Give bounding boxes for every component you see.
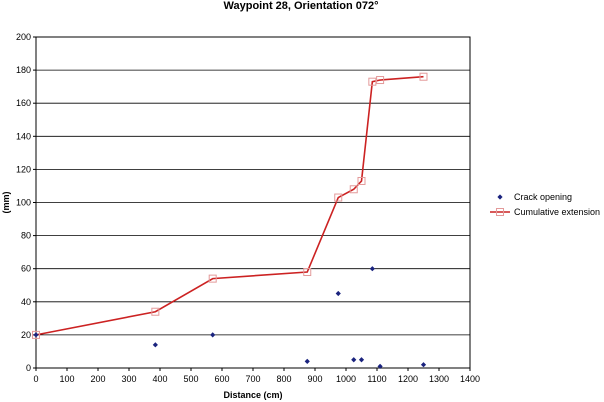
x-tick-label: 600 bbox=[214, 374, 229, 384]
x-tick-label: 0 bbox=[33, 374, 38, 384]
x-tick-label: 1300 bbox=[429, 374, 449, 384]
x-tick-label: 1100 bbox=[367, 374, 386, 384]
y-axis-label: (mm) bbox=[1, 191, 11, 213]
gridlines bbox=[36, 69, 470, 336]
crack-opening-point bbox=[335, 290, 341, 297]
cumulative-extension-point bbox=[357, 176, 366, 185]
cumulative-extension-point bbox=[376, 76, 385, 85]
x-tick-label: 400 bbox=[152, 374, 167, 384]
legend-label: Cumulative extension bbox=[514, 207, 600, 217]
cumulative-extension-point bbox=[349, 185, 358, 194]
x-tick-label: 500 bbox=[183, 374, 198, 384]
y-tick-label: 60 bbox=[21, 264, 31, 274]
crack-opening-point bbox=[304, 358, 310, 364]
x-axis-label: Distance (cm) bbox=[223, 390, 282, 400]
x-tick-label: 700 bbox=[245, 374, 260, 384]
cumulative-extension-point bbox=[208, 274, 217, 283]
crack-opening-point bbox=[358, 357, 365, 363]
crack-opening-point bbox=[210, 332, 216, 338]
x-tick-label: 1400 bbox=[460, 374, 480, 384]
crack-opening-point bbox=[152, 342, 158, 348]
cumulative-extension-point bbox=[303, 268, 312, 277]
y-tick-label: 0 bbox=[26, 363, 31, 373]
y-axis-ticks: 0 20 40 60 80 100 120 140 160 180 200 bbox=[16, 32, 36, 373]
y-tick-label: 100 bbox=[16, 198, 31, 208]
legend-items: Crack opening Cumulative extension bbox=[490, 192, 600, 217]
x-tick-label: 100 bbox=[59, 374, 74, 384]
cumulative-extension-point bbox=[368, 77, 377, 86]
y-tick-label: 140 bbox=[16, 131, 31, 141]
chart-title: Waypoint 28, Orientation 072° bbox=[224, 0, 379, 12]
cumulative-extension-point bbox=[151, 307, 160, 316]
x-tick-label: 800 bbox=[276, 374, 291, 384]
crack-opening-point bbox=[377, 363, 383, 369]
y-tick-label: 180 bbox=[16, 65, 31, 75]
legend-label: Crack opening bbox=[514, 192, 572, 202]
legend: Crack opening Cumulative extension bbox=[487, 187, 601, 221]
cumulative-extension-point bbox=[419, 72, 428, 81]
x-tick-label: 300 bbox=[121, 374, 136, 384]
x-tick-label: 900 bbox=[307, 374, 322, 384]
crack-opening-point bbox=[420, 362, 427, 368]
legend-box bbox=[487, 187, 601, 221]
y-tick-label: 80 bbox=[21, 231, 31, 241]
x-axis-ticks: 0 100 200 300 400 500 600 700 800 900 1000 1100 1200… bbox=[33, 368, 480, 384]
y-tick-label: 160 bbox=[16, 98, 31, 108]
crack-opening-point bbox=[369, 266, 375, 272]
x-tick-label: 1000 bbox=[336, 374, 356, 384]
cumulative-extension-point bbox=[334, 193, 343, 202]
cumulative-extension-point bbox=[32, 330, 40, 339]
legend-marker-crack-opening bbox=[497, 194, 503, 200]
series-line-cumulative-extension bbox=[35, 75, 424, 336]
y-tick-label: 120 bbox=[16, 164, 31, 174]
legend-marker-cumulative-extension bbox=[496, 208, 504, 216]
y-tick-label: 40 bbox=[21, 297, 31, 307]
x-tick-label: 1200 bbox=[398, 374, 418, 384]
y-tick-label: 200 bbox=[16, 32, 31, 42]
x-tick-label: 200 bbox=[90, 374, 105, 384]
crack-opening-point bbox=[33, 332, 39, 338]
crack-opening-point bbox=[351, 357, 357, 363]
series-layer bbox=[32, 72, 428, 369]
y-tick-label: 20 bbox=[21, 330, 31, 340]
